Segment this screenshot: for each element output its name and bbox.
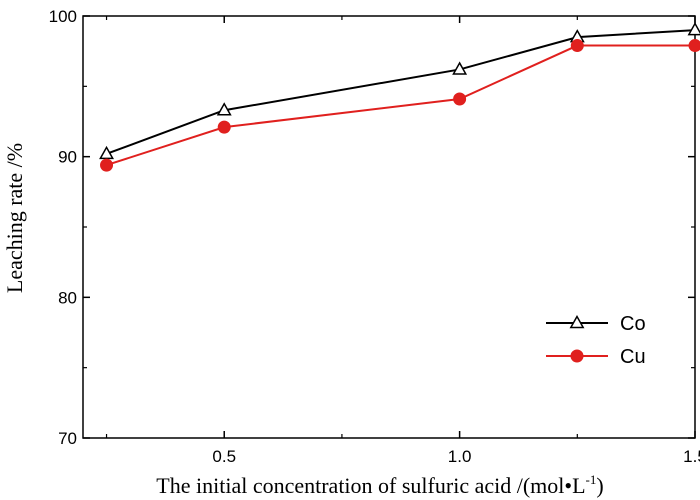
data-point-cu xyxy=(453,92,467,106)
legend-label-co: Co xyxy=(620,313,646,335)
x-axis-title-superscript: -1 xyxy=(586,472,597,487)
legend-marker-co xyxy=(569,314,585,329)
y-axis-title: Leaching rate /% xyxy=(2,143,27,293)
data-point-cu xyxy=(570,39,584,53)
legend-label-cu: Cu xyxy=(620,346,646,368)
legend-item-co: Co xyxy=(546,313,646,335)
series-group xyxy=(99,22,700,172)
y-tick-label: 80 xyxy=(58,288,77,307)
x-tick-label: 1.5 xyxy=(683,447,700,466)
x-axis-title: The initial concentration of sulfuric ac… xyxy=(156,472,603,498)
legend-item-cu: Cu xyxy=(546,346,646,368)
axis-ticks: 0.5 1.0 1.5 70 80 90 100 xyxy=(49,7,700,466)
data-point-co xyxy=(687,22,700,36)
x-tick-label: 1.0 xyxy=(448,447,472,466)
series-line-cu xyxy=(106,44,695,167)
series-cu xyxy=(100,39,700,172)
legend-marker-cu xyxy=(570,349,584,363)
plot-area xyxy=(82,15,696,439)
y-tick-label: 100 xyxy=(49,7,77,26)
data-point-co xyxy=(99,145,114,160)
plot-frame xyxy=(82,15,696,439)
legend: Co Cu xyxy=(546,313,646,368)
y-tick-label: 70 xyxy=(58,429,77,448)
x-tick-label: 0.5 xyxy=(212,447,236,466)
data-point-cu xyxy=(100,158,114,172)
data-point-cu xyxy=(688,39,700,53)
series-co xyxy=(99,22,700,160)
series-line-co xyxy=(106,29,696,155)
data-point-co xyxy=(216,102,232,116)
data-point-co xyxy=(452,61,468,75)
data-point-cu xyxy=(217,120,231,134)
y-tick-label: 90 xyxy=(58,148,77,167)
